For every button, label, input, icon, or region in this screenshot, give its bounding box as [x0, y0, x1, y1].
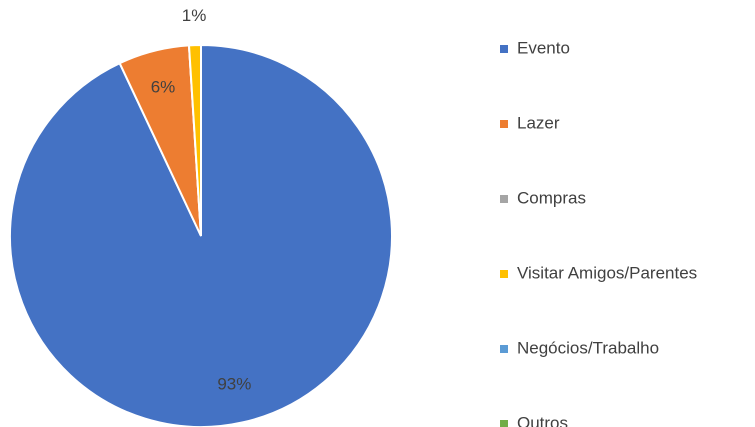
- legend-label: Lazer: [517, 113, 560, 132]
- data-label: 93%: [217, 375, 251, 394]
- legend-swatch: [500, 120, 508, 128]
- legend-label: Evento: [517, 38, 570, 57]
- data-label: 1%: [182, 6, 207, 25]
- legend-swatch: [500, 345, 508, 353]
- legend-label: Compras: [517, 188, 586, 207]
- legend-swatch: [500, 195, 508, 203]
- legend-swatch: [500, 270, 508, 278]
- legend-swatch: [500, 420, 508, 427]
- legend-label: Outros: [517, 413, 568, 427]
- legend-label: Visitar Amigos/Parentes: [517, 263, 697, 282]
- legend-label: Negócios/Trabalho: [517, 338, 659, 357]
- data-label: 6%: [151, 77, 176, 96]
- legend-swatch: [500, 45, 508, 53]
